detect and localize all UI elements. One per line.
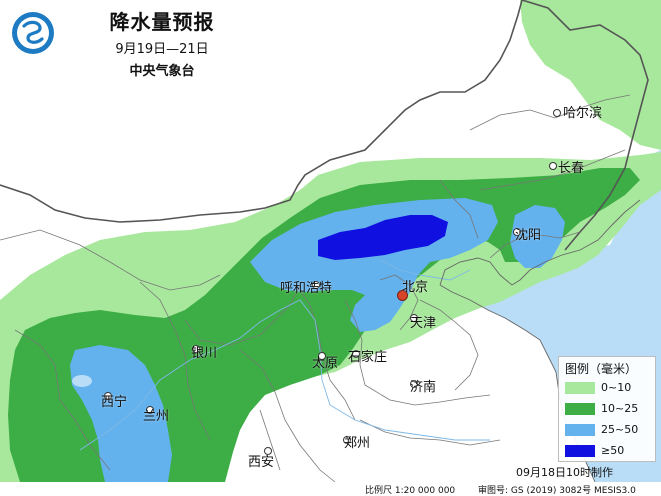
city-marker-huhehaote — [312, 281, 320, 289]
qinghai-lake — [72, 375, 92, 387]
city-marker-tianjin — [410, 314, 418, 322]
legend-item: 10~25 — [565, 402, 651, 417]
legend-swatch-50-plus — [565, 445, 595, 457]
rain-zone-25-50-northeast — [510, 205, 565, 268]
cma-logo-icon — [12, 12, 54, 54]
city-label-xining: 西宁 — [101, 395, 128, 410]
city-label-taiyuan: 太原 — [312, 356, 339, 371]
city-marker-changchun — [549, 162, 557, 170]
province-borders — [0, 94, 631, 483]
forecast-date-range: 9月19日—21日 — [115, 42, 209, 57]
legend-swatch-25-50 — [565, 424, 595, 436]
legend-swatch-0-10 — [565, 382, 595, 394]
national-border-east — [521, 0, 649, 251]
map-title: 降水量预报 — [109, 10, 215, 34]
rain-zone-25-50-west — [70, 345, 172, 482]
city-label-huhehaote: 呼和浩特 — [280, 281, 333, 296]
legend-item: ≥50 — [565, 444, 651, 459]
city-marker-yinchuan — [192, 345, 200, 353]
city-marker-taiyuan — [318, 352, 326, 360]
legend-label: 10~25 — [601, 402, 639, 415]
city-label-changchun: 长春 — [558, 161, 585, 176]
city-label-jinan: 济南 — [410, 380, 437, 395]
legend-swatch-10-25 — [565, 403, 595, 415]
city-label-zhengzhou: 郑州 — [344, 436, 371, 451]
legend-label: 0~10 — [601, 381, 632, 394]
review-number: 审图号: GS (2019) 3082号 MESIS3.0 — [478, 486, 636, 496]
city-label-tianjin: 天津 — [410, 316, 437, 331]
city-marker-jinan — [410, 380, 418, 388]
scale-text: 比例尺 1:20 000 000 — [365, 486, 456, 496]
issue-time: 09月18日10时制作 — [516, 466, 613, 479]
issuer-name: 中央气象台 — [129, 64, 195, 79]
city-label-haerbin: 哈尔滨 — [563, 106, 603, 121]
legend-label: 25~50 — [601, 423, 639, 436]
city-label-lanzhou: 兰州 — [143, 409, 170, 424]
city-label-yinchuan: 银川 — [191, 346, 218, 361]
city-label-xian: 西安 — [248, 455, 275, 470]
legend-item: 0~10 — [565, 381, 651, 396]
city-marker-beijing — [397, 290, 408, 301]
city-marker-lanzhou — [146, 406, 154, 414]
legend: 图例（毫米） 0~10 10~25 25~50 ≥50 — [558, 356, 656, 462]
rivers — [79, 259, 490, 451]
legend-title: 图例（毫米） — [565, 362, 638, 376]
city-marker-haerbin — [553, 109, 561, 117]
city-label-shenyang: 沈阳 — [515, 228, 542, 243]
legend-label: ≥50 — [601, 444, 625, 457]
city-marker-zhengzhou — [343, 436, 351, 444]
rain-zone-10-25 — [8, 168, 640, 482]
city-marker-shenyang — [513, 228, 521, 236]
city-marker-xining — [104, 392, 112, 400]
national-border — [0, 0, 523, 223]
city-label-beijing: 北京 — [402, 280, 429, 295]
rain-zone-50-plus — [318, 215, 448, 260]
coastline-northeast — [439, 199, 641, 286]
city-marker-xian — [264, 447, 272, 455]
city-label-shijiazhuang: 石家庄 — [348, 350, 388, 365]
legend-item: 25~50 — [565, 423, 651, 438]
city-marker-shijiazhuang — [352, 350, 360, 358]
rain-zone-0-10-north — [520, 0, 661, 150]
footer-bar — [0, 482, 661, 496]
